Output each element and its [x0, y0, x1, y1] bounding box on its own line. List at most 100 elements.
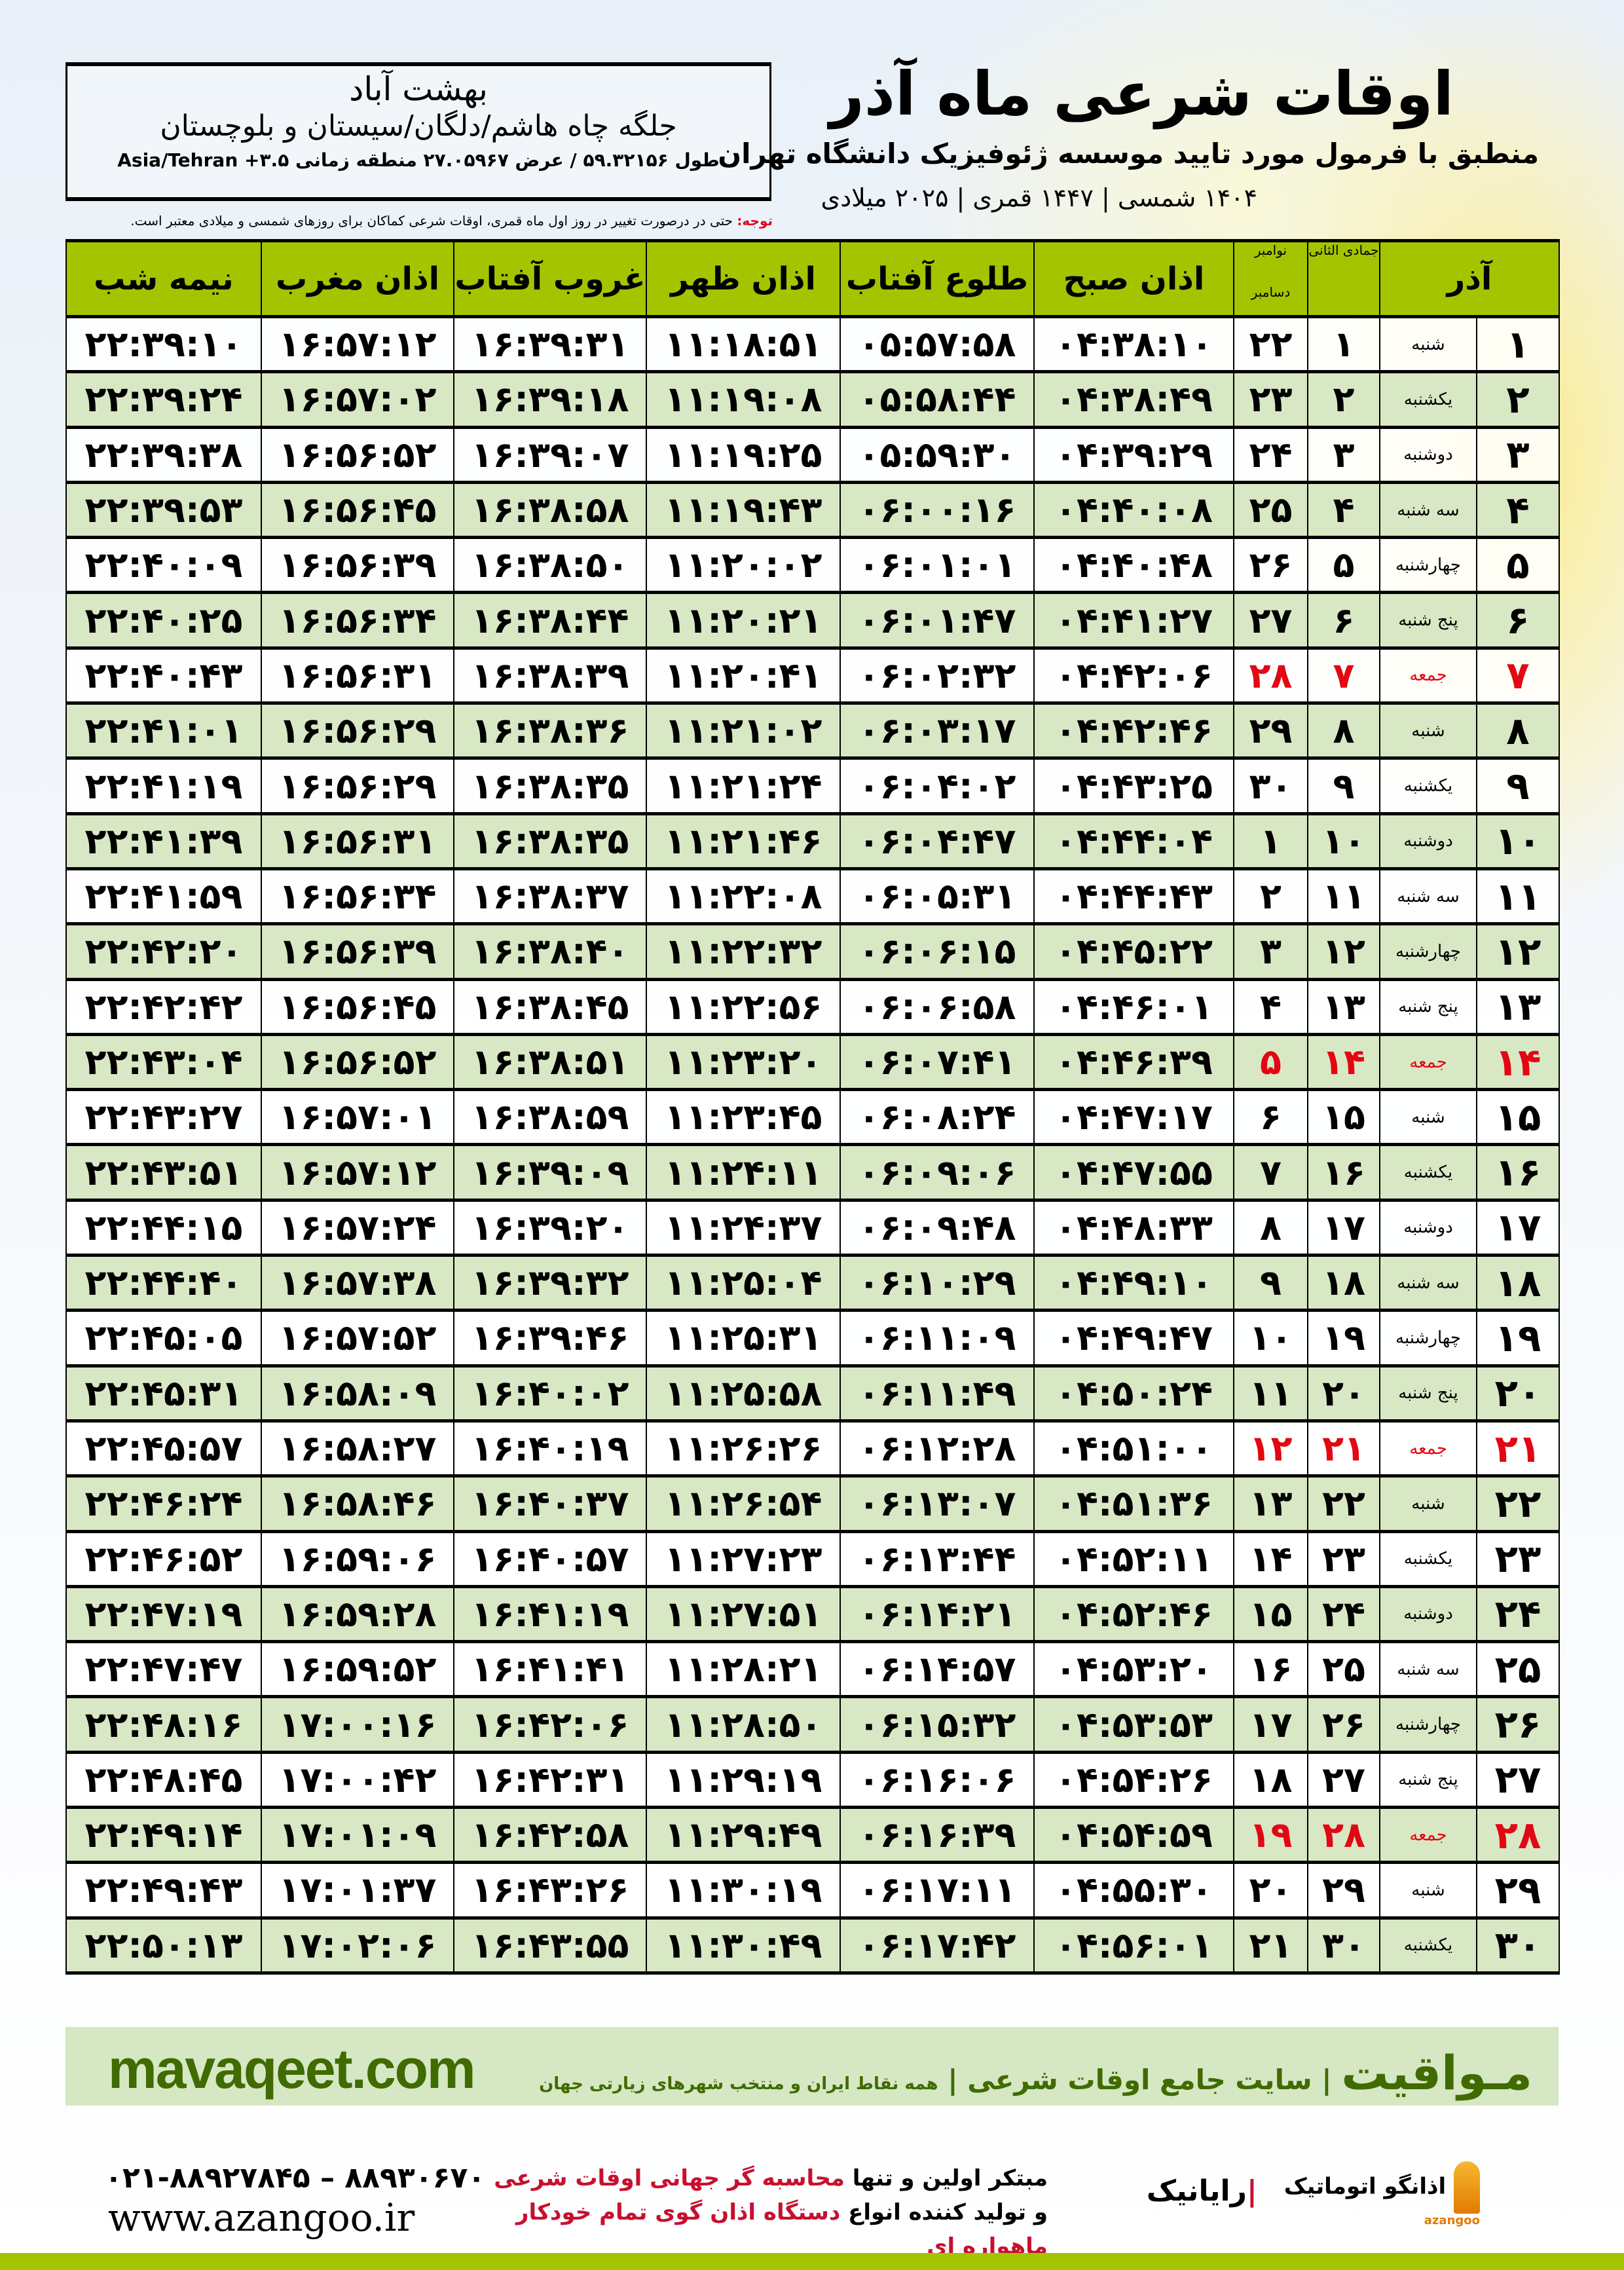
cell-nime-shab: ۲۲:۴۱:۳۹: [65, 813, 262, 870]
header-november: نوامبر: [1254, 242, 1287, 259]
cell-hijri-day: ۳: [1307, 426, 1380, 484]
table-row: ۲۳ یکشنبه ۲۳ ۱۴ ۰۴:۵۲:۱۱ ۰۶:۱۳:۴۴ ۱۱:۲۷:۲۳ ۱۶:۴…: [65, 1531, 1560, 1588]
cell-azar-day: ۲۸: [1476, 1806, 1560, 1865]
cell-ghorub-aftab: ۱۶:۴۲:۰۶: [453, 1696, 647, 1754]
cell-weekday: دوشنبه: [1379, 813, 1477, 870]
cell-azan-maghreb: ۱۶:۵۶:۳۴: [261, 868, 454, 926]
cell-azan-zohr: ۱۱:۲۷:۲۳: [646, 1531, 841, 1588]
cell-azar-day: ۱۱: [1476, 868, 1560, 926]
cell-nime-shab: ۲۲:۴۰:۴۳: [65, 647, 262, 705]
cell-azan-maghreb: ۱۷:۰۲:۰۶: [261, 1917, 454, 1975]
cell-weekday: پنج شنبه: [1379, 978, 1477, 1036]
cell-hijri-day: ۲۲: [1307, 1475, 1380, 1533]
cell-azan-maghreb: ۱۶:۵۷:۲۴: [261, 1199, 454, 1257]
cell-weekday: پنج شنبه: [1379, 1365, 1477, 1423]
cell-gregorian-day: ۱۵: [1233, 1586, 1308, 1644]
minaret-icon: [1454, 2161, 1480, 2214]
cell-hijri-day: ۲۵: [1307, 1641, 1380, 1699]
location-region: جلگه چاه هاشم/دلگان/سیستان و بلوچستان: [160, 109, 677, 143]
cell-gregorian-day: ۱۴: [1233, 1531, 1308, 1588]
cell-hijri-day: ۲۶: [1307, 1696, 1380, 1754]
cell-tolu-aftab: ۰۶:۱۶:۰۶: [840, 1751, 1035, 1810]
table-row: ۶ پنج شنبه ۶ ۲۷ ۰۴:۴۱:۲۷ ۰۶:۰۱:۴۷ ۱۱:۲۰:۲۱ ۱۶:۳…: [65, 591, 1560, 650]
cell-nime-shab: ۲۲:۴۳:۲۷: [65, 1088, 262, 1147]
cell-ghorub-aftab: ۱۶:۳۸:۴۴: [453, 591, 647, 650]
mavaqeet-banner: mavaqeet.com مـواقیت | سایت جامع اوقات ش…: [65, 2027, 1559, 2106]
cell-tolu-aftab: ۰۵:۵۹:۳۰: [840, 426, 1035, 484]
cell-ghorub-aftab: ۱۶:۳۸:۳۹: [453, 647, 647, 705]
cell-azan-maghreb: ۱۶:۵۸:۴۶: [261, 1475, 454, 1533]
cell-azar-day: ۱: [1476, 316, 1560, 374]
cell-azan-sobh: ۰۴:۴۶:۰۱: [1033, 978, 1234, 1036]
cell-hijri-day: ۱۲: [1307, 923, 1380, 981]
note-label: توجه:: [737, 213, 773, 229]
cell-gregorian-day: ۲: [1233, 868, 1308, 926]
cell-gregorian-day: ۱۷: [1233, 1696, 1308, 1754]
cell-gregorian-day: ۳۰: [1233, 757, 1308, 815]
azangoo-url[interactable]: www.azangoo.ir: [108, 2195, 415, 2240]
cell-azan-maghreb: ۱۶:۵۶:۳۱: [261, 813, 454, 870]
cell-azan-sobh: ۰۴:۵۳:۵۳: [1033, 1696, 1234, 1754]
cell-azan-zohr: ۱۱:۲۸:۵۰: [646, 1696, 841, 1754]
cell-gregorian-day: ۲۳: [1233, 371, 1308, 429]
cell-weekday: پنج شنبه: [1379, 1751, 1477, 1810]
cell-tolu-aftab: ۰۶:۰۹:۴۸: [840, 1199, 1035, 1257]
cell-nime-shab: ۲۲:۴۵:۰۵: [65, 1309, 262, 1368]
cell-hijri-day: ۹: [1307, 757, 1380, 815]
cell-nime-shab: ۲۲:۴۸:۱۶: [65, 1696, 262, 1754]
header-hijri: جمادی الثانی: [1307, 239, 1380, 318]
cell-hijri-day: ۲۳: [1307, 1531, 1380, 1588]
table-row: ۱۳ پنج شنبه ۱۳ ۴ ۰۴:۴۶:۰۱ ۰۶:۰۶:۵۸ ۱۱:۲۲:۵۶ ۱۶:…: [65, 978, 1560, 1036]
cell-azan-maghreb: ۱۶:۵۹:۲۸: [261, 1586, 454, 1644]
cell-azan-maghreb: ۱۶:۵۶:۲۹: [261, 757, 454, 815]
cell-weekday: جمعه: [1379, 1033, 1477, 1092]
cell-azan-zohr: ۱۱:۲۳:۴۵: [646, 1088, 841, 1147]
cell-weekday: سه شنبه: [1379, 481, 1477, 540]
cell-ghorub-aftab: ۱۶:۴۰:۳۷: [453, 1475, 647, 1533]
cell-azan-zohr: ۱۱:۳۰:۱۹: [646, 1861, 841, 1920]
header-zohr: اذان ظهر: [646, 239, 841, 318]
cell-ghorub-aftab: ۱۶:۴۰:۱۹: [453, 1420, 647, 1478]
table-row: ۲۲ شنبه ۲۲ ۱۳ ۰۴:۵۱:۳۶ ۰۶:۱۳:۰۷ ۱۱:۲۶:۵۴ ۱۶:۴۰:…: [65, 1475, 1560, 1533]
cell-gregorian-day: ۱: [1233, 813, 1308, 870]
cell-azan-maghreb: ۱۶:۵۸:۰۹: [261, 1365, 454, 1423]
cell-azan-sobh: ۰۴:۴۸:۳۳: [1033, 1199, 1234, 1257]
cell-weekday: یکشنبه: [1379, 1144, 1477, 1202]
cell-azan-zohr: ۱۱:۲۹:۱۹: [646, 1751, 841, 1810]
cell-azan-maghreb: ۱۶:۵۶:۵۲: [261, 426, 454, 484]
cell-ghorub-aftab: ۱۶:۳۸:۳۵: [453, 757, 647, 815]
cell-hijri-day: ۱: [1307, 316, 1380, 374]
cell-nime-shab: ۲۲:۴۲:۲۰: [65, 923, 262, 981]
cell-gregorian-day: ۱۱: [1233, 1365, 1308, 1423]
table-row: ۵ چهارشنبه ۵ ۲۶ ۰۴:۴۰:۴۸ ۰۶:۰۱:۰۱ ۱۱:۲۰:۰۲ ۱۶:۳…: [65, 536, 1560, 595]
location-coordinates: طول ۵۹.۳۲۱۵۶ / عرض ۲۷.۰۵۹۶۷ منطقه زمانی …: [117, 149, 720, 171]
cell-tolu-aftab: ۰۶:۰۱:۰۱: [840, 536, 1035, 595]
cell-ghorub-aftab: ۱۶:۳۸:۴۰: [453, 923, 647, 981]
cell-gregorian-day: ۱۲: [1233, 1420, 1308, 1478]
table-row: ۲۰ پنج شنبه ۲۰ ۱۱ ۰۴:۵۰:۲۴ ۰۶:۱۱:۴۹ ۱۱:۲۵:۵۸ ۱۶…: [65, 1365, 1560, 1423]
cell-tolu-aftab: ۰۶:۱۱:۴۹: [840, 1365, 1035, 1423]
cell-hijri-day: ۱۰: [1307, 813, 1380, 870]
table-row: ۸ شنبه ۸ ۲۹ ۰۴:۴۲:۴۶ ۰۶:۰۳:۱۷ ۱۱:۲۱:۰۲ ۱۶:۳۸:۳۶…: [65, 702, 1560, 760]
cell-azan-sobh: ۰۴:۵۴:۲۶: [1033, 1751, 1234, 1810]
cell-nime-shab: ۲۲:۳۹:۱۰: [65, 316, 262, 374]
cell-azan-sobh: ۰۴:۴۹:۴۷: [1033, 1309, 1234, 1368]
cell-azar-day: ۲۴: [1476, 1586, 1560, 1644]
table-row: ۱۸ سه شنبه ۱۸ ۹ ۰۴:۴۹:۱۰ ۰۶:۱۰:۲۹ ۱۱:۲۵:۰۴ ۱۶:۳…: [65, 1254, 1560, 1312]
cell-azar-day: ۱۹: [1476, 1309, 1560, 1368]
cell-ghorub-aftab: ۱۶:۳۸:۵۹: [453, 1088, 647, 1147]
mavaqeet-url[interactable]: mavaqeet.com: [108, 2038, 476, 2100]
cell-gregorian-day: ۲۰: [1233, 1861, 1308, 1920]
cell-azan-maghreb: ۱۶:۵۶:۳۹: [261, 536, 454, 595]
table-row: ۳۰ یکشنبه ۳۰ ۲۱ ۰۴:۵۶:۰۱ ۰۶:۱۷:۴۲ ۱۱:۳۰:۴۹ ۱۶:۴…: [65, 1917, 1560, 1975]
cell-azan-zohr: ۱۱:۲۲:۵۶: [646, 978, 841, 1036]
cell-azan-zohr: ۱۱:۲۰:۴۱: [646, 647, 841, 705]
cell-tolu-aftab: ۰۶:۰۶:۵۸: [840, 978, 1035, 1036]
table-row: ۲۹ شنبه ۲۹ ۲۰ ۰۴:۵۵:۳۰ ۰۶:۱۷:۱۱ ۱۱:۳۰:۱۹ ۱۶:۴۳:…: [65, 1861, 1560, 1920]
cell-azan-zohr: ۱۱:۱۹:۲۵: [646, 426, 841, 484]
cell-azan-sobh: ۰۴:۵۲:۱۱: [1033, 1531, 1234, 1588]
cell-azan-zohr: ۱۱:۱۸:۵۱: [646, 316, 841, 374]
cell-azan-maghreb: ۱۶:۵۸:۲۷: [261, 1420, 454, 1478]
cell-azar-day: ۲۶: [1476, 1696, 1560, 1754]
cell-nime-shab: ۲۲:۴۷:۴۷: [65, 1641, 262, 1699]
